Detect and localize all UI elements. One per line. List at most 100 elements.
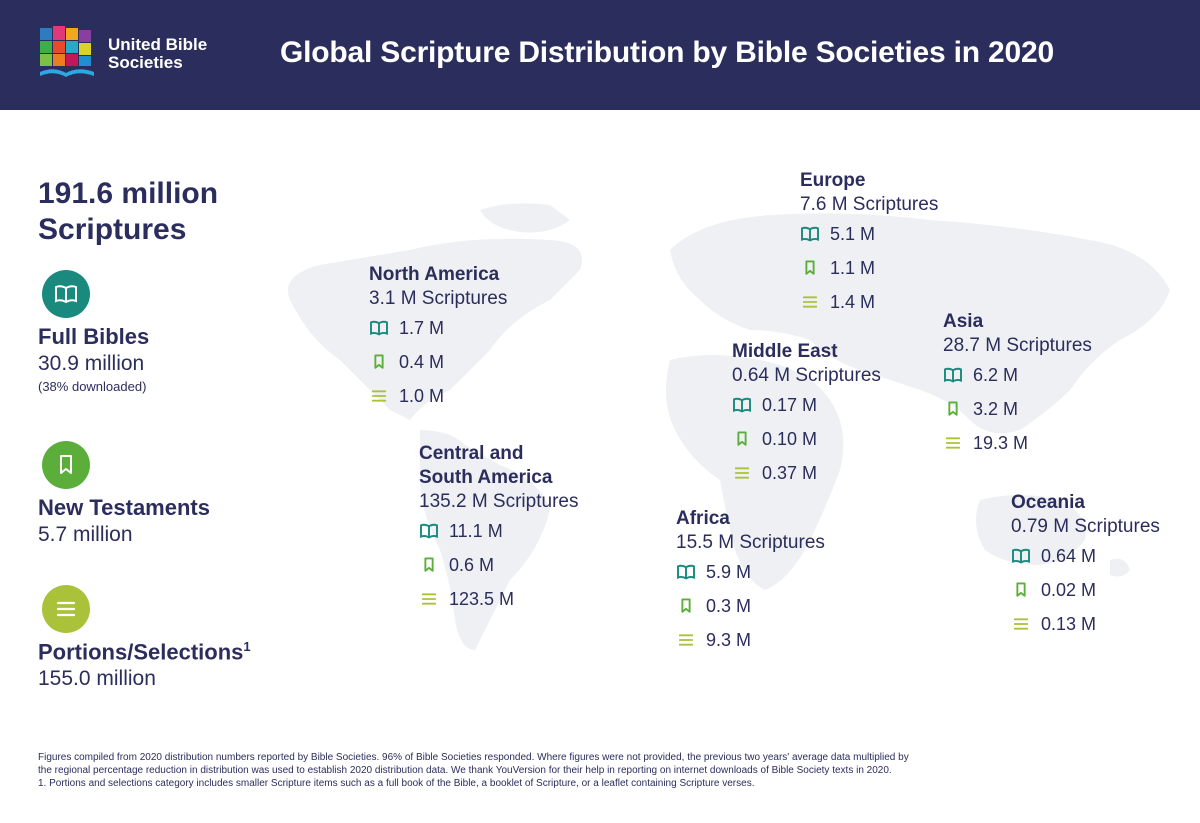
lines-icon xyxy=(419,590,439,608)
nt-row: 3.2 M xyxy=(943,392,1092,426)
portions-value: 9.3 M xyxy=(706,629,752,650)
portions-value: 0.13 M xyxy=(1041,613,1097,634)
portions-row: 0.37 M xyxy=(732,456,881,490)
portions-row: 1.4 M xyxy=(800,285,938,319)
nt-value: 1.1 M xyxy=(830,257,876,278)
region-total: 0.64 M Scriptures xyxy=(732,365,881,386)
bibles-value: 11.1 M xyxy=(449,520,503,541)
bookmark-icon xyxy=(419,556,439,574)
region-name: North America xyxy=(369,264,500,285)
footnote-line-3: 1. Portions and selections category incl… xyxy=(38,778,755,789)
lines-icon xyxy=(369,387,389,405)
region-total: 3.1 M Scriptures xyxy=(369,288,508,309)
ubs-logo xyxy=(40,26,94,77)
bibles-row: 0.64 M xyxy=(1011,539,1160,573)
full-bibles-value: 30.9 million xyxy=(38,352,145,375)
bibles-value: 5.1 M xyxy=(830,223,876,244)
bookmark-icon xyxy=(676,597,696,615)
region-central-south-america: Central and South America 135.2 M Script… xyxy=(419,442,578,616)
region-name: Oceania xyxy=(1011,492,1085,513)
total-label: Scriptures xyxy=(38,213,187,246)
nt-value: 0.4 M xyxy=(399,351,445,372)
portions-row: 1.0 M xyxy=(369,379,507,413)
full-bibles-label: Full Bibles xyxy=(38,324,150,349)
nt-value: 0.02 M xyxy=(1041,579,1097,600)
portions-row: 123.5 M xyxy=(419,582,578,616)
footnote-line-2: the regional percentage reduction in dis… xyxy=(38,765,892,776)
region-total: 15.5 M Scriptures xyxy=(676,532,825,553)
header-banner: United Bible Societies Global Scripture … xyxy=(0,0,1200,110)
footnote-line-1: Figures compiled from 2020 distribution … xyxy=(38,752,909,763)
region-name: Middle East xyxy=(732,341,838,362)
bibles-row: 6.2 M xyxy=(943,358,1092,392)
portions-label-text: Portions/Selections xyxy=(38,639,244,665)
nt-row: 0.02 M xyxy=(1011,573,1160,607)
bookmark-icon xyxy=(732,430,752,448)
new-testaments-label: New Testaments xyxy=(38,495,210,520)
region-name: Europe xyxy=(800,170,866,191)
footnotes: Figures compiled from 2020 distribution … xyxy=(38,751,1038,790)
open-book-icon xyxy=(732,396,752,414)
portions-value: 19.3 M xyxy=(973,432,1029,453)
bibles-value: 0.64 M xyxy=(1041,545,1097,566)
region-asia: Asia 28.7 M Scriptures 6.2 M 3.2 M 19.3 … xyxy=(943,310,1092,460)
portions-value: 1.0 M xyxy=(399,385,445,406)
category-portions: Portions/Selections1 155.0 million xyxy=(38,585,298,691)
portions-row: 19.3 M xyxy=(943,426,1092,460)
portions-value: 1.4 M xyxy=(830,291,876,312)
portions-badge xyxy=(42,585,90,633)
world-map xyxy=(288,203,1170,650)
open-book-icon xyxy=(369,319,389,337)
category-full-bibles: Full Bibles 30.9 million (38% downloaded… xyxy=(38,270,298,394)
open-book-icon xyxy=(800,225,820,243)
region-middle-east: Middle East 0.64 M Scriptures 0.17 M 0.1… xyxy=(732,340,881,490)
lines-icon xyxy=(800,293,820,311)
lines-icon xyxy=(676,631,696,649)
bibles-value: 6.2 M xyxy=(973,364,1019,385)
region-name: Asia xyxy=(943,311,984,332)
bibles-value: 5.9 M xyxy=(706,561,752,582)
category-new-testaments: New Testaments 5.7 million xyxy=(38,441,298,547)
region-europe: Europe 7.6 M Scriptures 5.1 M 1.1 M 1.4 … xyxy=(800,169,938,319)
bookmark-icon xyxy=(1011,581,1031,599)
page-title: Global Scripture Distribution by Bible S… xyxy=(280,36,1054,69)
region-name-line-2: South America xyxy=(419,467,553,488)
open-book-icon xyxy=(676,563,696,581)
new-testaments-badge xyxy=(42,441,90,489)
portions-row: 9.3 M xyxy=(676,623,825,657)
region-total: 7.6 M Scriptures xyxy=(800,194,939,215)
nt-value: 0.3 M xyxy=(706,595,752,616)
lines-icon xyxy=(1011,615,1031,633)
total-scriptures: 191.6 million Scriptures xyxy=(38,176,278,248)
region-total: 28.7 M Scriptures xyxy=(943,335,1092,356)
portions-value: 155.0 million xyxy=(38,667,156,691)
bookmark-icon xyxy=(60,455,72,474)
region-name-line-1: Central and xyxy=(419,443,524,464)
nt-value: 0.10 M xyxy=(762,428,818,449)
region-total: 135.2 M Scriptures xyxy=(419,491,579,512)
region-name: Africa xyxy=(676,508,730,529)
total-value: 191.6 million xyxy=(38,177,219,210)
open-book-icon xyxy=(55,285,77,304)
portions-label: Portions/Selections1 xyxy=(38,639,298,665)
region-total: 0.79 M Scriptures xyxy=(1011,516,1160,537)
bookmark-icon xyxy=(369,353,389,371)
open-book-icon xyxy=(943,366,963,384)
bibles-row: 5.1 M xyxy=(800,217,938,251)
region-oceania: Oceania 0.79 M Scriptures 0.64 M 0.02 M … xyxy=(1011,491,1160,641)
portions-value: 0.37 M xyxy=(762,462,818,483)
bibles-row: 5.9 M xyxy=(676,555,825,589)
nt-value: 0.6 M xyxy=(449,554,495,575)
region-africa: Africa 15.5 M Scriptures 5.9 M 0.3 M 9.3… xyxy=(676,507,825,657)
nt-row: 0.6 M xyxy=(419,548,578,582)
portions-value: 123.5 M xyxy=(449,588,515,609)
nt-row: 1.1 M xyxy=(800,251,938,285)
nt-row: 0.4 M xyxy=(369,345,507,379)
lines-icon xyxy=(943,434,963,452)
nt-row: 0.10 M xyxy=(732,422,881,456)
bibles-value: 0.17 M xyxy=(762,394,818,415)
full-bibles-badge xyxy=(42,270,90,318)
full-bibles-note: (38% downloaded) xyxy=(38,379,147,394)
new-testaments-value: 5.7 million xyxy=(38,523,133,546)
bibles-row: 0.17 M xyxy=(732,388,881,422)
